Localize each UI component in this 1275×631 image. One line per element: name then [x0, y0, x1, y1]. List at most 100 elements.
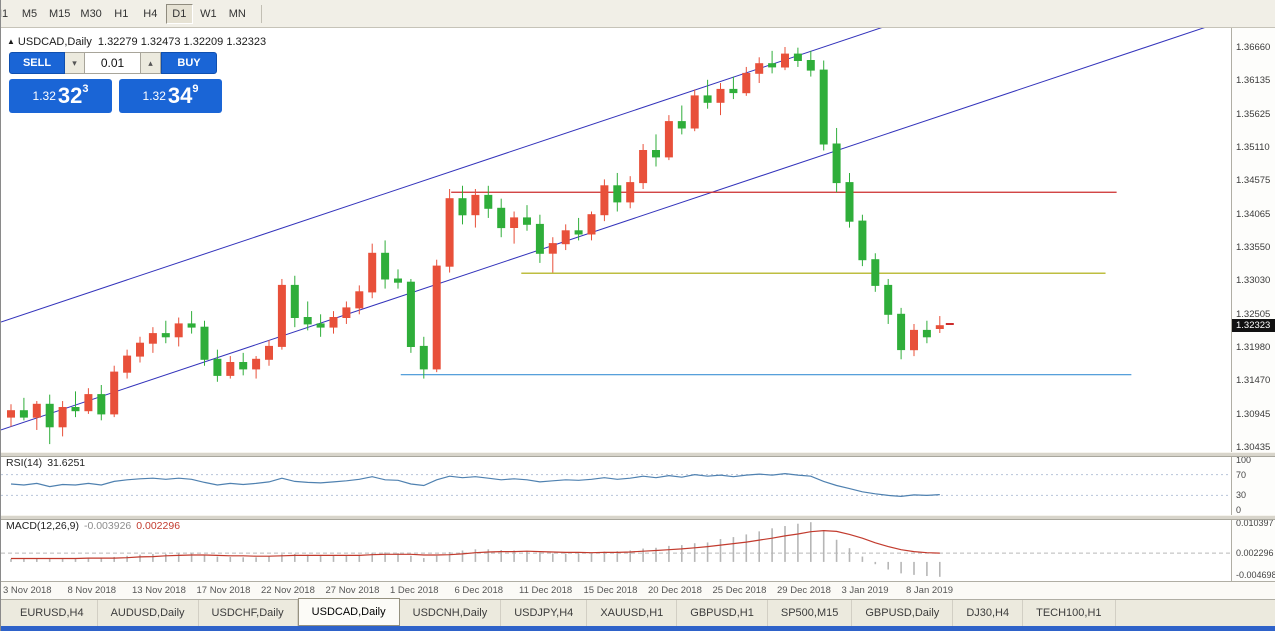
ohlc-values: 1.32279 1.32473 1.32209 1.32323: [97, 36, 267, 48]
volume-increase-button[interactable]: ▴: [141, 52, 161, 74]
buy-price-base: 1.32: [142, 89, 166, 103]
buy-price-display[interactable]: 1.32 34 9: [119, 79, 222, 113]
volume-decrease-button[interactable]: ▾: [65, 52, 85, 74]
timeframe-m1-button[interactable]: M1: [1, 7, 9, 20]
price-axis-label: 1.30435: [1236, 441, 1271, 453]
volume-input[interactable]: [85, 52, 141, 74]
date-axis-label: 3 Nov 2018: [3, 585, 52, 596]
triangle-down-icon: ▾: [72, 57, 77, 68]
macd-chart-area[interactable]: [1, 518, 1231, 581]
rsi-scale-label: 0: [1236, 505, 1242, 515]
triangle-up-icon: ▴: [148, 57, 153, 68]
date-axis-label: 1 Dec 2018: [390, 585, 439, 596]
sell-price-big: 32: [57, 83, 83, 108]
macd-scale-axis: 0.010397 0.002296 -0.004698: [1231, 518, 1275, 581]
tab-gbpusd-h1[interactable]: GBPUSD,H1: [677, 600, 768, 626]
price-axis-label: 1.36135: [1236, 75, 1271, 87]
timeframe-m15-button[interactable]: M15: [49, 7, 71, 20]
panel-splitter[interactable]: [1, 515, 1275, 520]
symbol-title: USDCAD,Daily: [17, 36, 92, 48]
tab-tech100-h1[interactable]: TECH100,H1: [1023, 600, 1116, 626]
price-axis: 1.32323 1.36660 1.36135 1.35625 1.35110 1.34…: [1231, 28, 1275, 453]
tab-usdjpy-h4[interactable]: USDJPY,H4: [501, 600, 588, 626]
sell-price-pip: 3: [82, 83, 89, 95]
timeframe-toolbar: M1 M5 M15 M30 H1 H4 D1 W1 MN: [1, 0, 1275, 28]
rsi-value: 31.6251: [47, 457, 86, 469]
macd-scale-label: -0.004698: [1236, 570, 1275, 580]
tab-usdcad-daily[interactable]: USDCAD,Daily: [297, 598, 400, 626]
date-axis-label: 29 Dec 2018: [777, 585, 831, 596]
date-axis-label: 6 Dec 2018: [454, 585, 504, 596]
macd-scale-label: 0.010397: [1236, 518, 1274, 528]
price-axis-label: 1.32505: [1236, 308, 1271, 320]
sell-button[interactable]: SELL: [9, 52, 65, 74]
macd-panel: MACD(12,26,9) -0.003926 0.002296 0.010397 0…: [1, 518, 1275, 581]
rsi-chart-area[interactable]: [1, 455, 1231, 515]
chart-tab-bar: EURUSD,H4 AUDUSD,Daily USDCHF,Daily USDC…: [1, 598, 1275, 626]
sell-price-display[interactable]: 1.32 32 3: [9, 79, 112, 113]
rsi-header: RSI(14) 31.6251: [6, 457, 85, 469]
buy-price-pip: 9: [192, 83, 199, 95]
price-axis-label: 1.33030: [1236, 275, 1271, 287]
tab-audusd-daily[interactable]: AUDUSD,Daily: [98, 600, 199, 626]
rsi-scale-label: 70: [1236, 469, 1247, 480]
date-axis[interactable]: 3 Nov 2018 8 Nov 2018 13 Nov 2018 17 Nov 20…: [1, 581, 1275, 599]
main-chart-panel: ▲ USDCAD,Daily 1.32279 1.32473 1.32209 1.3…: [1, 28, 1275, 453]
sell-price-base: 1.32: [32, 89, 56, 103]
date-axis-label: 13 Nov 2018: [132, 585, 186, 596]
date-axis-label: 8 Nov 2018: [67, 585, 117, 596]
tab-eurusd-h4[interactable]: EURUSD,H4: [7, 600, 98, 626]
rsi-scale-axis: 100 70 30 0: [1231, 455, 1275, 515]
timeframe-d1-button[interactable]: D1: [165, 3, 193, 24]
rsi-panel: RSI(14) 31.6251 100 70 30 0: [1, 455, 1275, 515]
price-axis-label: 1.31470: [1236, 375, 1271, 387]
candlestick-chart-area[interactable]: [1, 28, 1231, 452]
macd-chart: [1, 522, 1231, 577]
tab-usdcnh-daily[interactable]: USDCNH,Daily: [400, 600, 502, 626]
tab-dj30-h4[interactable]: DJ30,H4: [953, 600, 1024, 626]
buy-button[interactable]: BUY: [161, 52, 217, 74]
price-axis-label: 1.35110: [1236, 141, 1270, 153]
price-axis-label: 1.30945: [1236, 408, 1271, 420]
trade-controls-row: SELL ▾ ▴ BUY: [9, 52, 231, 74]
timeframe-mn-button[interactable]: MN: [228, 7, 246, 20]
timeframe-w1-button[interactable]: W1: [200, 7, 217, 20]
tab-usdchf-daily[interactable]: USDCHF,Daily: [199, 600, 298, 626]
price-axis-label: 1.31980: [1236, 341, 1271, 353]
tab-xauusd-h1[interactable]: XAUUSD,H1: [587, 600, 678, 626]
rsi-scale-label: 100: [1236, 455, 1252, 465]
window-bottom-edge: [1, 626, 1275, 631]
candlestick-chart: [1, 28, 1205, 445]
tab-sp500-m15[interactable]: SP500,M15: [768, 600, 853, 626]
date-axis-label: 20 Dec 2018: [648, 585, 702, 596]
up-triangle-icon: ▲: [7, 37, 15, 46]
timeframe-h1-button[interactable]: H1: [114, 7, 129, 20]
price-axis-label: 1.35625: [1236, 108, 1271, 120]
timeframe-h4-button[interactable]: H4: [143, 7, 158, 20]
date-axis-label: 27 Nov 2018: [325, 585, 380, 596]
macd-signal-value: 0.002296: [136, 520, 181, 532]
timeframe-m30-button[interactable]: M30: [80, 7, 102, 20]
price-axis-label: 1.34575: [1236, 175, 1271, 187]
date-axis-label: 25 Dec 2018: [712, 585, 767, 596]
tab-gbpusd-daily[interactable]: GBPUSD,Daily: [852, 600, 954, 626]
date-axis-label: 8 Jan 2019: [906, 585, 954, 596]
price-axis-label: 1.34065: [1236, 208, 1271, 220]
panel-splitter[interactable]: [1, 452, 1275, 457]
macd-main-value: -0.003926: [83, 520, 132, 532]
macd-label: MACD(12,26,9): [6, 520, 79, 532]
date-axis-label: 17 Nov 2018: [196, 585, 251, 596]
date-axis-label: 22 Nov 2018: [261, 585, 315, 596]
trade-prices-row: 1.32 32 3 1.32 34 9: [9, 79, 231, 113]
timeframe-button-group: M1 M5 M15 M30 H1 H4 D1 W1 MN: [1, 3, 271, 24]
rsi-label: RSI(14): [6, 457, 43, 469]
macd-scale-label: 0.002296: [1236, 548, 1274, 559]
timeframe-m5-button[interactable]: M5: [21, 7, 38, 20]
price-axis-label: 1.36660: [1236, 42, 1271, 53]
date-axis-label: 15 Dec 2018: [583, 585, 638, 596]
rsi-scale-label: 30: [1236, 490, 1247, 501]
rsi-chart: [1, 472, 1231, 498]
current-price-tag: 1.32323: [1232, 318, 1275, 332]
